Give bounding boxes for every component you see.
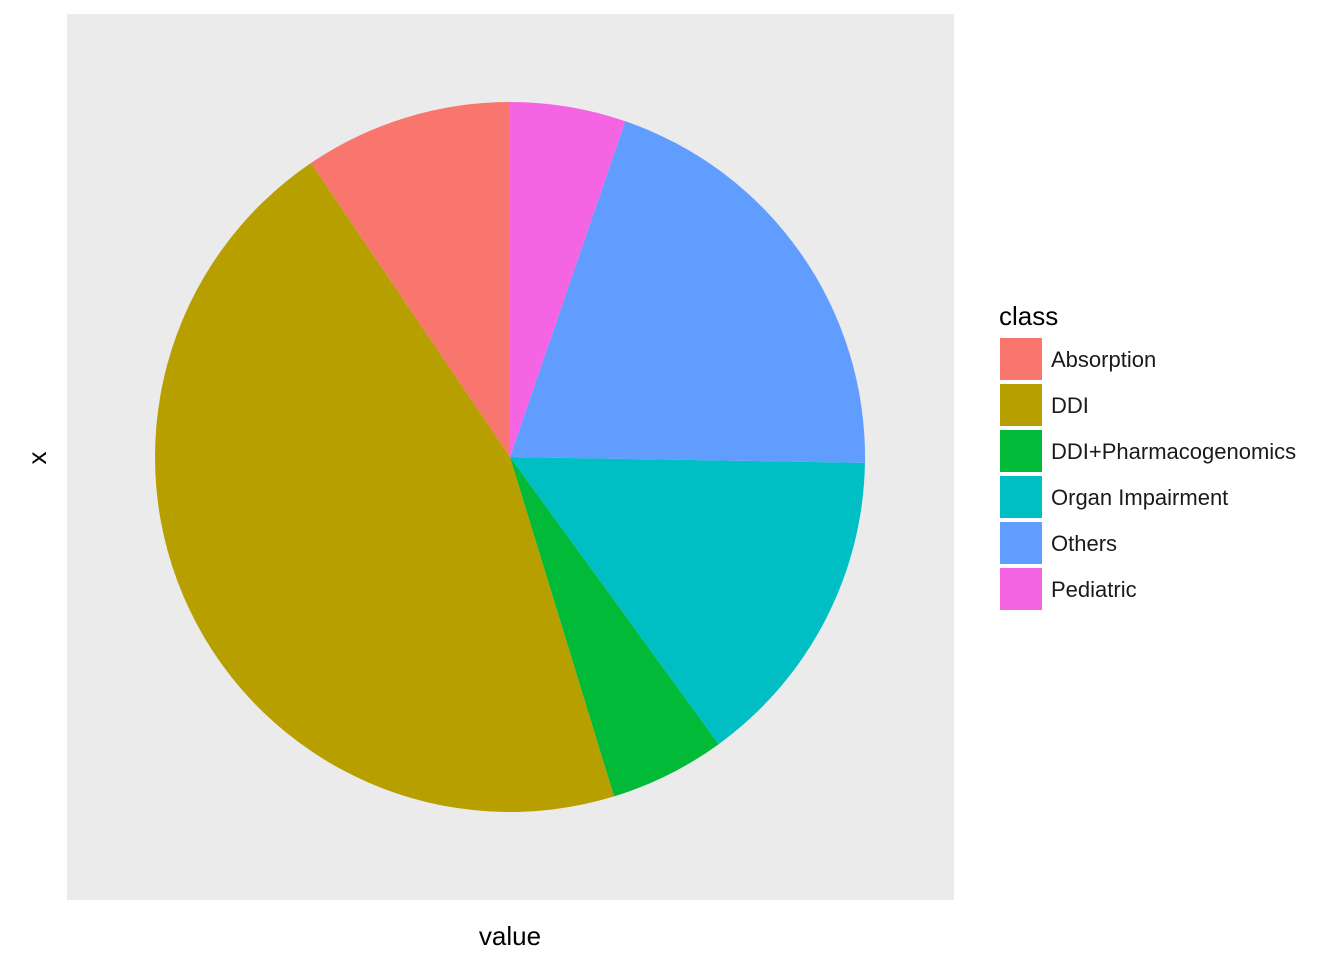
legend-label: Others — [1051, 531, 1117, 556]
legend-label: DDI+Pharmacogenomics — [1051, 439, 1296, 464]
legend-title: class — [999, 301, 1058, 331]
pie-slice-absorption — [310, 102, 510, 457]
pie-slices — [155, 102, 866, 812]
pie-slice-pediatric — [510, 102, 626, 457]
legend-key-pediatric — [1000, 568, 1042, 610]
legend-label: Organ Impairment — [1051, 485, 1228, 510]
legend-key-ddi — [1000, 384, 1042, 426]
legend-key-absorption — [1000, 338, 1042, 380]
pie-slice-organ-impairment — [510, 457, 865, 745]
pie-slice-ddi-pharmacogenomics — [510, 457, 719, 797]
pie-slice-others — [510, 121, 866, 463]
legend-key-organ-impairment — [1000, 476, 1042, 518]
legend-label: DDI — [1051, 393, 1089, 418]
legend-key-others — [1000, 522, 1042, 564]
legend-key-ddi-pharmacogenomics — [1000, 430, 1042, 472]
legend-label: Pediatric — [1051, 577, 1137, 602]
legend: class Absorption DDI DDI+Pharmacogenomics O… — [999, 301, 1296, 610]
y-axis-title: x — [22, 452, 52, 465]
pie-slice-ddi — [155, 163, 615, 812]
legend-label: Absorption — [1051, 347, 1156, 372]
x-axis-title: value — [479, 921, 541, 951]
legend-items: Absorption DDI DDI+Pharmacogenomics Organ I… — [1000, 338, 1296, 610]
